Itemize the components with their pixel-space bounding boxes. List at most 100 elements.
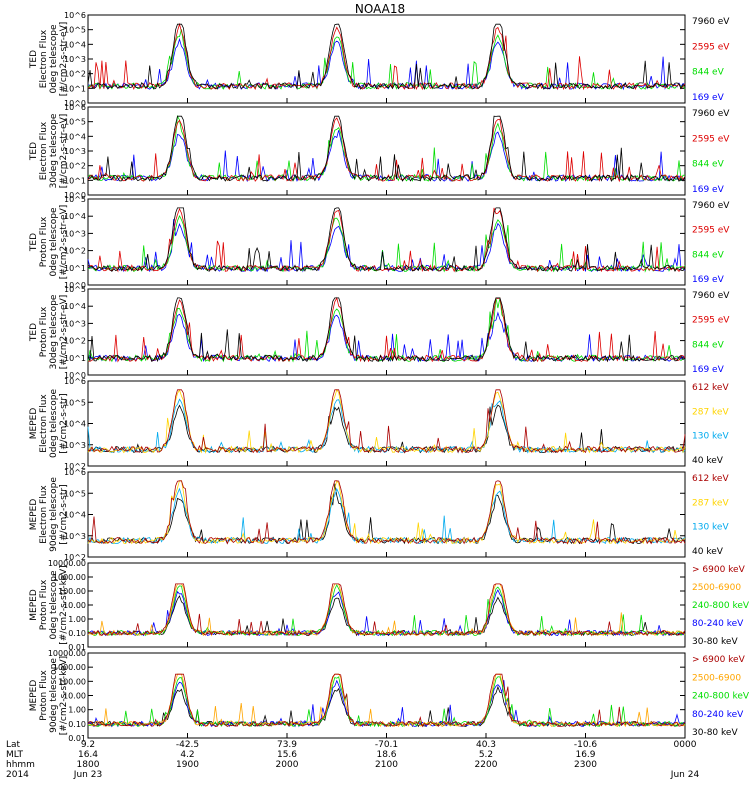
legend-entry: 7960 eV (692, 109, 730, 119)
series-169-ev (87, 130, 686, 183)
x-axis-value: -42.5 (176, 740, 199, 750)
x-row-label: 2014 (6, 770, 29, 780)
y-axis-label-line: TED (29, 142, 39, 161)
legend-entry: 844 eV (692, 160, 725, 170)
y-tick-label: 10^4 (64, 40, 86, 49)
series-612-kev (87, 480, 686, 545)
x-axis-value: 0000 (674, 740, 697, 750)
legend-entry: 80-240 keV (692, 619, 744, 629)
y-axis-label-line: Proton Flux (39, 306, 49, 357)
y-tick-label: 10000.00 (48, 559, 86, 568)
y-tick-label: 10^2 (64, 247, 86, 256)
y-axis-label-line: 0deg telescope (49, 24, 59, 94)
legend-entry: 30-80 keV (692, 728, 738, 738)
x-axis-value: 16.9 (575, 750, 595, 760)
series-2595-ev (87, 117, 686, 183)
x-axis-value: 2300 (574, 760, 597, 770)
y-axis-label-line: 90deg telescope (49, 658, 59, 733)
y-tick-label: 10^2 (64, 337, 86, 346)
series-line (87, 215, 686, 273)
series-844-ev (87, 114, 686, 182)
y-tick-label: 1.00 (68, 615, 86, 624)
y-axis-label: MEPED Proton Flux 0deg telescope [#/cm2-s-s… (29, 565, 69, 644)
legend-entry: 169 eV (692, 93, 725, 103)
legend-entry: 130 keV (692, 432, 729, 442)
series-80-240-kev (87, 589, 686, 637)
y-tick-label: 10^5 (64, 489, 86, 498)
series-7960-ev (87, 115, 686, 183)
series-169-ev (87, 37, 686, 91)
series-240-800-kev (87, 584, 686, 637)
y-tick-label: 10^6 (64, 11, 86, 20)
y-tick-label: 10^4 (64, 511, 86, 520)
y-tick-label: 10^3 (64, 147, 86, 156)
y-axis-label-line: [#/cm2-s-str] (59, 393, 69, 453)
y-tick-label: 10^0 (64, 281, 86, 290)
x-axis-value: 1900 (176, 760, 199, 770)
series-line (87, 584, 686, 637)
x-row-label: MLT (6, 750, 24, 760)
series-844-ev (87, 297, 686, 363)
series-line (87, 207, 686, 273)
series-line (87, 398, 686, 454)
series-2595-ev (87, 296, 686, 363)
y-tick-label: 100.00 (58, 587, 86, 596)
y-axis-label: MEPED Proton Flux 90deg telescope [#/cm2-s-… (29, 656, 69, 735)
series-line (87, 483, 686, 545)
series-169-ev (87, 219, 686, 273)
series-line (87, 297, 686, 363)
legend-entry: 844 eV (692, 340, 725, 350)
x-axis-value: 4.2 (180, 750, 194, 760)
panel-4: 10^5 10^4 10^3 10^2 10^1 10^0 TED Proton Flux 30… (29, 285, 730, 380)
y-tick-label: 10^5 (64, 118, 86, 127)
series-line (87, 23, 686, 91)
series-line (87, 679, 686, 728)
series-line (87, 207, 686, 273)
y-tick-label: 10^0 (64, 191, 86, 200)
y-tick-label: 10^2 (64, 462, 86, 471)
x-axis-value: 40.3 (476, 740, 496, 750)
y-axis-label: MEPED Electron Flux 90deg telescope [#/cm2-… (29, 477, 69, 552)
y-tick-label: 10^6 (64, 103, 86, 112)
y-axis-label-line: [#/cm2-s-str] (59, 484, 69, 544)
legend-entry: 7960 eV (692, 17, 730, 27)
legend-entry: 2500-6900 (692, 673, 741, 683)
y-axis-label: TED Proton Flux 0deg telescope [#/cm2-s-str… (29, 205, 69, 280)
x-axis-value: 2100 (375, 760, 398, 770)
panel-frame (87, 471, 686, 558)
panel-8: 10000.001000.00100.0010.001.000.100.01ME… (29, 649, 750, 743)
legend-entry: 169 eV (692, 275, 725, 285)
y-tick-label: 10^1 (64, 84, 86, 93)
y-tick-label: 10^5 (64, 195, 86, 204)
series-287-kev (87, 480, 686, 546)
x-axis-value: 16.4 (78, 750, 98, 760)
y-axis-label-line: MEPED (29, 680, 39, 712)
series-line (87, 22, 686, 91)
x-axis-value: 18.6 (376, 750, 396, 760)
y-axis-label-line: MEPED (29, 408, 39, 440)
y-tick-label: 10^2 (64, 553, 86, 562)
y-tick-label: 0.10 (68, 629, 86, 638)
series-line (87, 388, 686, 454)
series-line (87, 673, 686, 728)
series-30-80-kev (87, 685, 686, 728)
series-612-kev (87, 389, 686, 454)
legend-entry: 7960 eV (692, 291, 730, 301)
y-tick-label: 10^6 (64, 468, 86, 477)
y-tick-label: 10^3 (64, 229, 86, 238)
x-axis-value: -70.1 (375, 740, 398, 750)
y-axis-label: MEPED Electron Flux 0deg telescope [#/cm2-s… (29, 389, 69, 459)
legend-entry: 2595 eV (692, 42, 730, 52)
y-axis-label-line: Electron Flux (39, 394, 49, 453)
y-tick-label: 10^3 (64, 532, 86, 541)
legend-entry: 169 eV (692, 365, 725, 375)
y-axis-label-line: TED (29, 323, 39, 342)
legend-entry: 2595 eV (692, 226, 730, 236)
y-axis-label-line: TED (29, 233, 39, 252)
y-tick-label: 10^0 (64, 99, 86, 108)
legend-entry: 2595 eV (692, 134, 730, 144)
series-2595-ev (87, 207, 686, 273)
series-130-kev (87, 398, 686, 454)
legend-entry: > 6900 keV (692, 565, 746, 575)
